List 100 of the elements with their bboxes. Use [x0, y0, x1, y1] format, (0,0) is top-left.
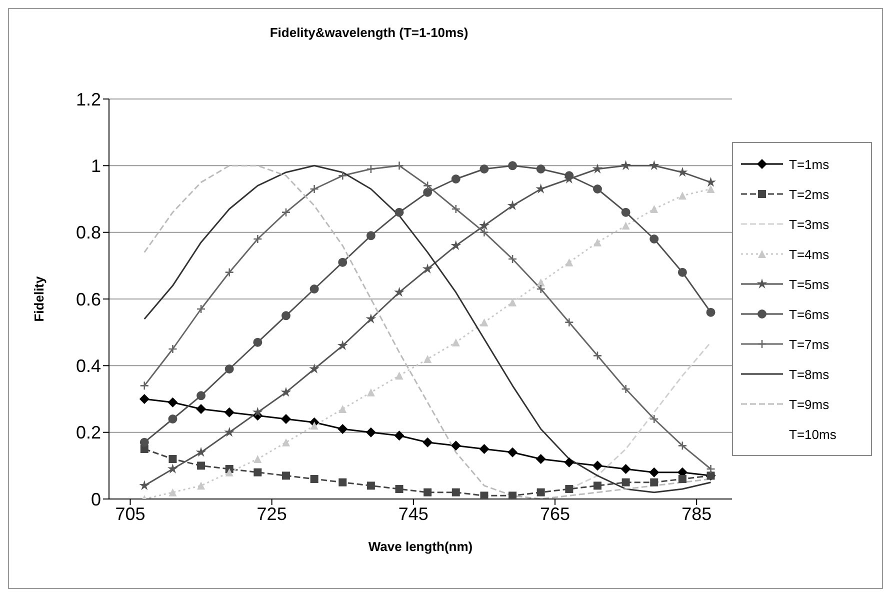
- point: [168, 414, 178, 424]
- point: [536, 284, 546, 294]
- point: [424, 355, 432, 363]
- point: [338, 478, 347, 486]
- point: [366, 388, 375, 396]
- y-axis-title: Fidelity: [32, 275, 47, 322]
- point: [677, 166, 688, 177]
- legend-label: T=1ms: [789, 156, 830, 172]
- point: [508, 161, 518, 170]
- point: [564, 171, 574, 180]
- x-tick-label: 725: [256, 504, 287, 524]
- point: [196, 446, 206, 457]
- point: [648, 160, 660, 170]
- point: [480, 164, 489, 174]
- point: [140, 381, 150, 390]
- point: [508, 254, 518, 264]
- point: [479, 444, 490, 454]
- point: [366, 427, 376, 438]
- point: [394, 208, 404, 217]
- x-tick-label: 705: [115, 504, 146, 524]
- point: [451, 204, 461, 214]
- point: [536, 488, 545, 496]
- point: [592, 460, 602, 471]
- x-tick-label: 745: [398, 504, 428, 524]
- point: [394, 161, 404, 170]
- point: [395, 372, 404, 380]
- point: [366, 164, 376, 174]
- point: [197, 462, 206, 470]
- point: [196, 304, 206, 314]
- point: [507, 200, 518, 210]
- x-axis-title: Wave length(nm): [368, 539, 473, 554]
- legend-label: T=3ms: [789, 216, 830, 232]
- point: [338, 171, 348, 180]
- point: [480, 228, 489, 237]
- point: [168, 488, 177, 496]
- legend-label: T=6ms: [789, 306, 830, 322]
- point: [423, 188, 432, 197]
- point: [678, 192, 686, 200]
- point: [139, 394, 150, 404]
- y-tick-label: 1.2: [76, 89, 101, 110]
- point: [706, 308, 716, 317]
- y-tick-label: 0.4: [76, 356, 101, 376]
- point: [366, 314, 376, 324]
- point: [224, 364, 234, 374]
- point: [536, 278, 545, 286]
- point: [252, 406, 263, 417]
- point: [366, 482, 375, 490]
- point: [508, 447, 518, 458]
- point: [309, 364, 320, 374]
- point: [424, 488, 432, 496]
- x-tick-label: 765: [540, 504, 570, 524]
- point: [310, 475, 318, 483]
- point: [253, 338, 262, 347]
- point: [452, 488, 460, 496]
- point: [536, 164, 546, 174]
- point: [281, 311, 290, 320]
- point: [706, 176, 716, 187]
- legend-label: T=8ms: [789, 366, 830, 382]
- point: [394, 286, 404, 297]
- point: [480, 318, 488, 326]
- point: [422, 437, 433, 448]
- point: [649, 414, 659, 424]
- point: [508, 492, 517, 499]
- point: [480, 492, 488, 499]
- point: [678, 268, 687, 277]
- point: [168, 344, 178, 354]
- legend-label: T=4ms: [789, 246, 830, 262]
- point: [197, 482, 206, 490]
- point: [224, 407, 234, 418]
- x-tick-label: 785: [682, 504, 712, 524]
- point: [139, 480, 150, 490]
- text: T=10ms: [789, 426, 836, 442]
- point: [592, 164, 603, 174]
- y-tick-label: 0: [90, 489, 101, 510]
- point: [450, 240, 462, 250]
- point: [338, 258, 348, 267]
- point: [620, 464, 631, 474]
- point: [565, 485, 574, 493]
- point: [282, 438, 290, 446]
- point: [225, 468, 234, 476]
- point: [280, 414, 291, 424]
- point: [422, 264, 433, 274]
- point: [650, 234, 659, 244]
- point: [422, 181, 432, 190]
- point: [338, 424, 348, 434]
- point: [395, 485, 404, 493]
- point: [508, 298, 517, 306]
- point: [536, 454, 546, 464]
- legend-label: T=9ms: [789, 396, 830, 412]
- point: [564, 318, 574, 327]
- point: [650, 478, 658, 486]
- point: [592, 184, 602, 194]
- point: [621, 208, 630, 217]
- point: [621, 384, 630, 394]
- point: [622, 222, 630, 230]
- point: [196, 404, 206, 414]
- point: [280, 386, 292, 397]
- point: [564, 457, 574, 468]
- point: [310, 422, 318, 430]
- point: [394, 430, 404, 441]
